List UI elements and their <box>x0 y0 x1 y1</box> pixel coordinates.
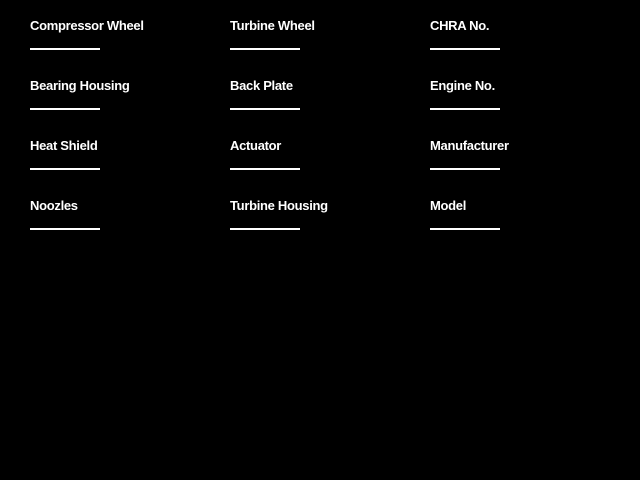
field-value-line[interactable] <box>30 228 100 230</box>
form-column-1: Compressor Wheel Bearing Housing Heat Sh… <box>30 19 230 259</box>
field-label: Heat Shield <box>30 138 98 153</box>
field-value-line[interactable] <box>430 108 500 110</box>
field-label: Manufacturer <box>430 138 509 153</box>
field-label: Back Plate <box>230 78 293 93</box>
field-value-line[interactable] <box>230 228 300 230</box>
field-value-line[interactable] <box>30 168 100 170</box>
field-value-line[interactable] <box>230 48 300 50</box>
field-value-line[interactable] <box>230 168 300 170</box>
field-label: Actuator <box>230 138 282 153</box>
field-bearing-housing: Bearing Housing <box>30 79 230 139</box>
field-manufacturer: Manufacturer <box>430 139 630 199</box>
field-label: Turbine Housing <box>230 198 328 213</box>
field-turbine-housing: Turbine Housing <box>230 199 430 259</box>
field-label: CHRA No. <box>430 18 490 33</box>
field-value-line[interactable] <box>430 228 500 230</box>
field-label: Engine No. <box>430 78 495 93</box>
field-chra-no: CHRA No. <box>430 19 630 79</box>
field-compressor-wheel: Compressor Wheel <box>30 19 230 79</box>
form-column-3: CHRA No. Engine No. Manufacturer Model <box>430 19 630 259</box>
field-heat-shield: Heat Shield <box>30 139 230 199</box>
field-value-line[interactable] <box>230 108 300 110</box>
form-column-2: Turbine Wheel Back Plate Actuator Turbin… <box>230 19 430 259</box>
field-value-line[interactable] <box>430 48 500 50</box>
field-model: Model <box>430 199 630 259</box>
field-engine-no: Engine No. <box>430 79 630 139</box>
field-turbine-wheel: Turbine Wheel <box>230 19 430 79</box>
field-noozles: Noozles <box>30 199 230 259</box>
field-label: Turbine Wheel <box>230 18 315 33</box>
field-actuator: Actuator <box>230 139 430 199</box>
field-back-plate: Back Plate <box>230 79 430 139</box>
field-value-line[interactable] <box>30 48 100 50</box>
field-label: Noozles <box>30 198 78 213</box>
field-value-line[interactable] <box>430 168 500 170</box>
parts-checklist-form: Compressor Wheel Bearing Housing Heat Sh… <box>30 19 630 259</box>
field-label: Model <box>430 198 467 213</box>
field-label: Bearing Housing <box>30 78 130 93</box>
field-value-line[interactable] <box>30 108 100 110</box>
field-label: Compressor Wheel <box>30 18 144 33</box>
